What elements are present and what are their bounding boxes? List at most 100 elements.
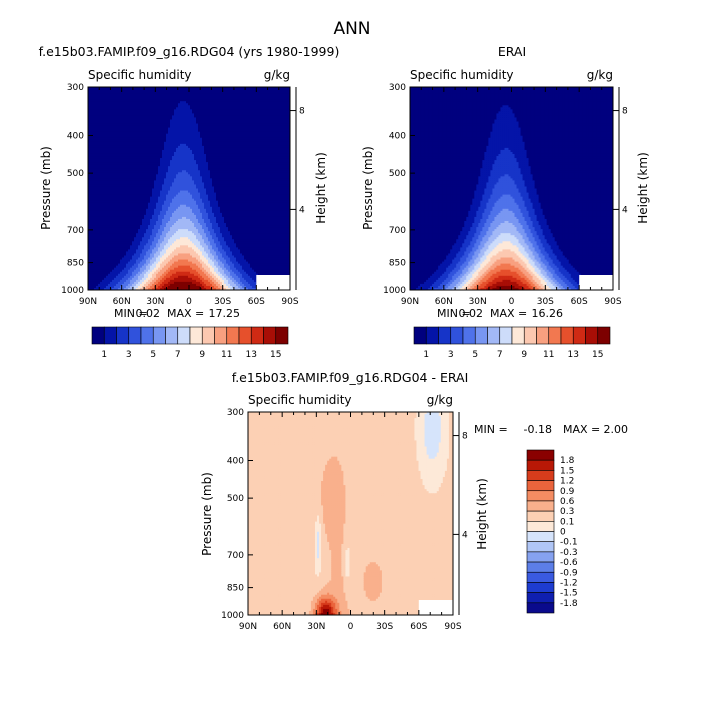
contour-cell xyxy=(132,265,135,269)
contour-cell xyxy=(130,105,133,108)
contour-cell xyxy=(148,239,151,242)
contour-cell xyxy=(128,271,131,275)
contour-cell xyxy=(94,241,97,244)
contour-cell xyxy=(154,281,157,285)
contour-cell xyxy=(158,235,161,238)
contour-cell xyxy=(150,192,153,196)
contour-cell xyxy=(136,269,139,273)
contour-cell xyxy=(90,99,93,102)
contour-cell xyxy=(130,141,133,145)
contour-cell xyxy=(130,271,133,275)
contour-cell xyxy=(136,107,139,110)
contour-cell xyxy=(170,214,173,218)
contour-cell xyxy=(122,188,125,192)
contour-cell xyxy=(110,147,113,151)
contour-cell xyxy=(148,287,151,290)
contour-cell xyxy=(110,233,113,236)
contour-cell xyxy=(142,190,145,194)
contour-cell xyxy=(134,133,137,137)
contour-cell xyxy=(130,283,133,287)
contour-cell xyxy=(126,180,129,183)
contour-cell xyxy=(162,239,165,242)
contour-cell xyxy=(166,265,169,269)
contour-cell xyxy=(114,133,117,137)
contour-cell xyxy=(150,149,153,153)
contour-cell xyxy=(154,135,157,139)
contour-cell xyxy=(118,170,121,173)
contour-cell xyxy=(104,149,107,153)
contour-cell xyxy=(156,188,159,192)
contour-cell xyxy=(186,101,189,104)
contour-cell xyxy=(152,141,155,145)
contour-cell xyxy=(142,267,145,271)
contour-cell xyxy=(116,184,119,187)
contour-cell xyxy=(126,279,129,283)
contour-cell xyxy=(120,149,123,153)
contour-cell xyxy=(104,249,107,252)
contour-cell xyxy=(124,149,127,153)
contour-cell xyxy=(180,147,183,151)
contour-cell xyxy=(122,261,125,265)
contour-cell xyxy=(122,137,125,141)
contour-cell xyxy=(122,168,125,171)
contour-cell xyxy=(184,184,187,187)
contour-cell xyxy=(162,170,165,173)
contour-cell xyxy=(170,115,173,118)
contour-cell xyxy=(172,143,175,147)
contour-cell xyxy=(166,231,169,234)
contour-cell xyxy=(168,243,171,246)
contour-cell xyxy=(136,265,139,269)
contour-cell xyxy=(176,257,179,261)
contour-cell xyxy=(142,281,145,285)
contour-cell xyxy=(120,192,123,196)
contour-cell xyxy=(152,267,155,271)
contour-cell xyxy=(92,279,95,283)
contour-cell xyxy=(154,261,157,265)
contour-cell xyxy=(88,206,91,210)
contour-cell xyxy=(90,285,93,289)
contour-cell xyxy=(90,281,93,285)
contour-cell xyxy=(104,166,107,169)
contour-cell xyxy=(176,172,179,175)
contour-cell xyxy=(184,200,187,204)
contour-cell xyxy=(90,198,93,202)
contour-cell xyxy=(94,247,97,250)
contour-cell xyxy=(134,111,137,114)
contour-cell xyxy=(104,223,107,226)
contour-cell xyxy=(140,168,143,171)
contour-cell xyxy=(132,89,135,92)
contour-cell xyxy=(150,178,153,181)
contour-cell xyxy=(98,223,101,226)
contour-cell xyxy=(134,279,137,283)
contour-cell xyxy=(136,168,139,171)
contour-cell xyxy=(114,265,117,269)
contour-cell xyxy=(150,216,153,220)
contour-cell xyxy=(160,192,163,196)
contour-cell xyxy=(182,214,185,218)
contour-cell xyxy=(140,164,143,167)
contour-cell xyxy=(140,188,143,192)
contour-cell xyxy=(180,180,183,183)
contour-cell xyxy=(184,229,187,232)
contour-cell xyxy=(186,208,189,212)
contour-cell xyxy=(178,275,181,279)
contour-cell xyxy=(96,235,99,238)
contour-cell xyxy=(184,251,187,254)
contour-cell xyxy=(140,182,143,185)
contour-cell xyxy=(116,156,119,159)
contour-cell xyxy=(132,269,135,273)
contour-cell xyxy=(100,115,103,118)
contour-cell xyxy=(142,180,145,183)
contour-cell xyxy=(126,257,129,261)
contour-cell xyxy=(102,192,105,196)
contour-cell xyxy=(106,214,109,218)
contour-cell xyxy=(170,281,173,285)
contour-cell xyxy=(166,277,169,281)
contour-cell xyxy=(138,117,141,120)
contour-cell xyxy=(156,111,159,114)
contour-cell xyxy=(118,139,121,143)
contour-cell xyxy=(118,188,121,192)
contour-cell xyxy=(156,233,159,236)
contour-cell xyxy=(126,261,129,265)
contour-cell xyxy=(134,216,137,220)
